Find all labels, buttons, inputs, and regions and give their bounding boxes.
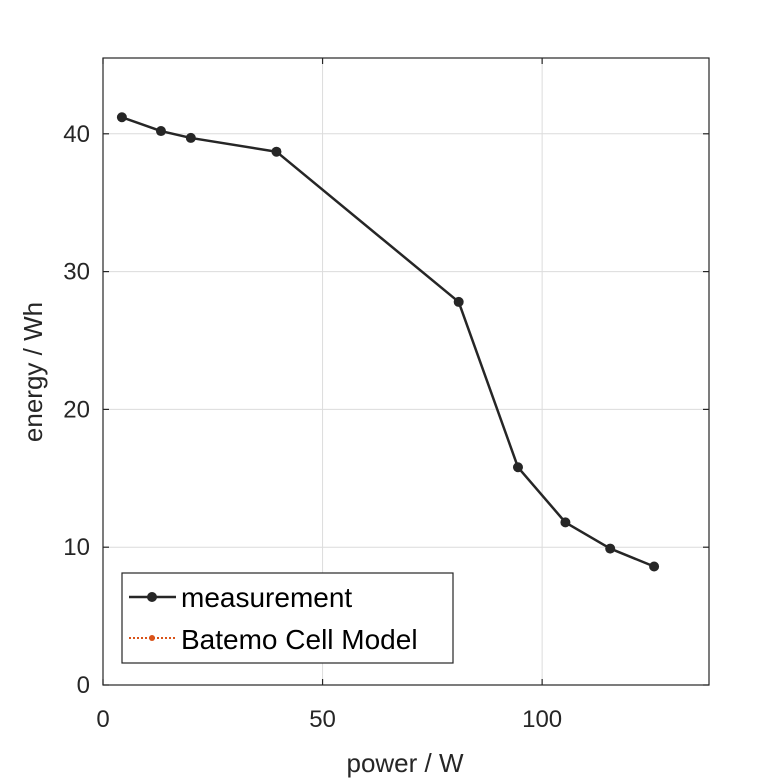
plot-frame [102, 57, 710, 686]
data-point-measurement [649, 561, 660, 572]
x-tick-label: 100 [522, 706, 562, 733]
x-axis-label: power / W [346, 748, 463, 778]
axis-ticks: 0 50 100 0 10 20 30 40 [63, 58, 709, 733]
data-point-measurement [116, 112, 127, 123]
y-axis-label: energy / Wh [18, 302, 48, 442]
legend-box [121, 572, 454, 664]
y-tick-label: 40 [63, 121, 90, 148]
y-tick-label: 10 [63, 534, 90, 561]
legend-marker-measurement [147, 592, 157, 602]
y-tick-label: 0 [77, 672, 90, 699]
legend-entry-batemo-cell-model: Batemo Cell Model [129, 624, 418, 655]
data-point-measurement [560, 517, 571, 528]
legend-entry-measurement: measurement [129, 582, 352, 613]
data-point-measurement [453, 296, 464, 307]
data-point-measurement [512, 462, 523, 473]
data-point-measurement [271, 146, 282, 157]
legend-marker-batemo-cell-model [149, 635, 155, 641]
data-point-measurement [185, 132, 196, 143]
data-point-measurement [155, 126, 166, 137]
y-tick-label: 20 [63, 396, 90, 423]
series-layer [116, 112, 660, 572]
data-point-measurement [605, 543, 616, 554]
legend-label-measurement: measurement [181, 582, 352, 613]
x-tick-label: 50 [309, 706, 336, 733]
legend-label-batemo-cell-model: Batemo Cell Model [181, 624, 418, 655]
legend: measurement Batemo Cell Model [121, 572, 454, 664]
x-tick-label: 0 [96, 706, 109, 733]
y-tick-label: 30 [63, 259, 90, 286]
